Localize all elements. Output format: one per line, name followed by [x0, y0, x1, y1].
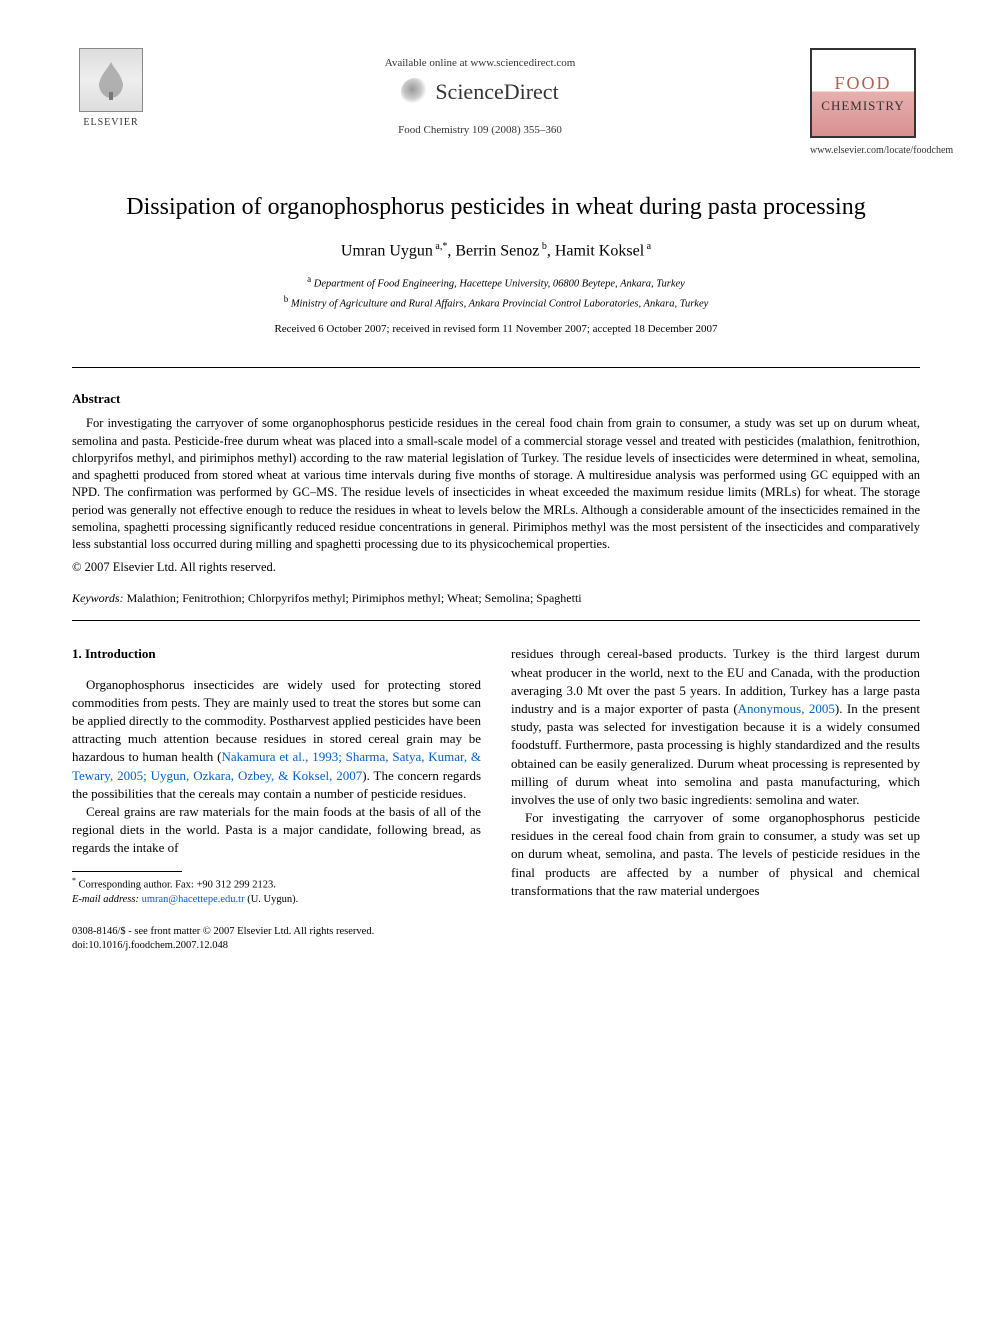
abstract-heading: Abstract [72, 390, 920, 408]
right-column: residues through cereal-based products. … [511, 645, 920, 953]
bottom-meta: 0308-8146/$ - see front matter © 2007 El… [72, 925, 481, 953]
article-title: Dissipation of organophosphorus pesticid… [72, 192, 920, 222]
food-chemistry-cover-icon: FOOD CHEMISTRY [810, 48, 916, 138]
chemistry-label: CHEMISTRY [821, 97, 904, 115]
journal-reference: Food Chemistry 109 (2008) 355–360 [150, 123, 810, 138]
intro-para-1-cont: residues through cereal-based products. … [511, 645, 920, 809]
footnote-rule [72, 871, 182, 872]
email-label: E-mail address: [72, 894, 139, 905]
email-tail: (U. Uygun). [247, 894, 298, 905]
intro-para-1: Organophosphorus insecticides are widely… [72, 676, 481, 803]
article-dates: Received 6 October 2007; received in rev… [72, 322, 920, 337]
elsevier-tree-icon [79, 48, 143, 112]
affiliation-b: b Ministry of Agriculture and Rural Affa… [72, 293, 920, 312]
food-label: FOOD [834, 71, 891, 95]
abstract-body: For investigating the carryover of some … [72, 415, 920, 553]
email-link[interactable]: umran@hacettepe.edu.tr [142, 894, 245, 905]
footnotes: * Corresponding author. Fax: +90 312 299… [72, 876, 481, 907]
keywords: Keywords: Malathion; Fenitrothion; Chlor… [72, 590, 920, 606]
affiliation-b-text: Ministry of Agriculture and Rural Affair… [291, 298, 708, 309]
affiliation-a: a Department of Food Engineering, Hacett… [72, 273, 920, 292]
author-3-affil: a [644, 241, 651, 252]
abstract-copyright: © 2007 Elsevier Ltd. All rights reserved… [72, 559, 920, 576]
page-header: ELSEVIER Available online at www.science… [72, 48, 920, 158]
right-p1-tail: ). In the present study, pasta was selec… [511, 701, 920, 807]
elsevier-name: ELSEVIER [83, 116, 138, 130]
authors: Umran Uygun a,*, Berrin Senoz b, Hamit K… [72, 240, 920, 262]
affiliations: a Department of Food Engineering, Hacett… [72, 273, 920, 312]
citation-link-2[interactable]: Anonymous, 2005 [738, 701, 835, 716]
keywords-list: Malathion; Fenitrothion; Chlorpyrifos me… [127, 591, 582, 605]
rule-above-abstract [72, 367, 920, 368]
intro-heading: 1. Introduction [72, 645, 481, 663]
email-line: E-mail address: umran@hacettepe.edu.tr (… [72, 893, 481, 907]
sciencedirect-swirl-icon [401, 78, 429, 106]
journal-url: www.elsevier.com/locate/foodchem [810, 144, 920, 158]
journal-logo-block: FOOD CHEMISTRY www.elsevier.com/locate/f… [810, 48, 920, 158]
sciencedirect-text: ScienceDirect [435, 77, 558, 107]
sciencedirect-logo: ScienceDirect [401, 77, 558, 107]
intro-para-2: Cereal grains are raw materials for the … [72, 803, 481, 858]
author-2: Berrin Senoz [455, 242, 539, 259]
author-2-affil: b [539, 241, 547, 252]
affiliation-a-text: Department of Food Engineering, Hacettep… [314, 279, 685, 290]
author-1: Umran Uygun [341, 242, 433, 259]
intro-para-3: For investigating the carryover of some … [511, 809, 920, 900]
rule-below-keywords [72, 620, 920, 621]
author-3: Hamit Koksel [555, 242, 644, 259]
corresponding-text: Corresponding author. Fax: +90 312 299 2… [79, 880, 276, 891]
body-columns: 1. Introduction Organophosphorus insecti… [72, 645, 920, 953]
center-header: Available online at www.sciencedirect.co… [150, 48, 810, 137]
keywords-label: Keywords: [72, 591, 124, 605]
corresponding-author-note: * Corresponding author. Fax: +90 312 299… [72, 876, 481, 893]
doi-line: doi:10.1016/j.foodchem.2007.12.048 [72, 939, 481, 953]
available-online-text: Available online at www.sciencedirect.co… [150, 56, 810, 71]
issn-line: 0308-8146/$ - see front matter © 2007 El… [72, 925, 481, 939]
author-1-affil: a,* [433, 241, 447, 252]
left-column: 1. Introduction Organophosphorus insecti… [72, 645, 481, 953]
elsevier-logo: ELSEVIER [72, 48, 150, 130]
